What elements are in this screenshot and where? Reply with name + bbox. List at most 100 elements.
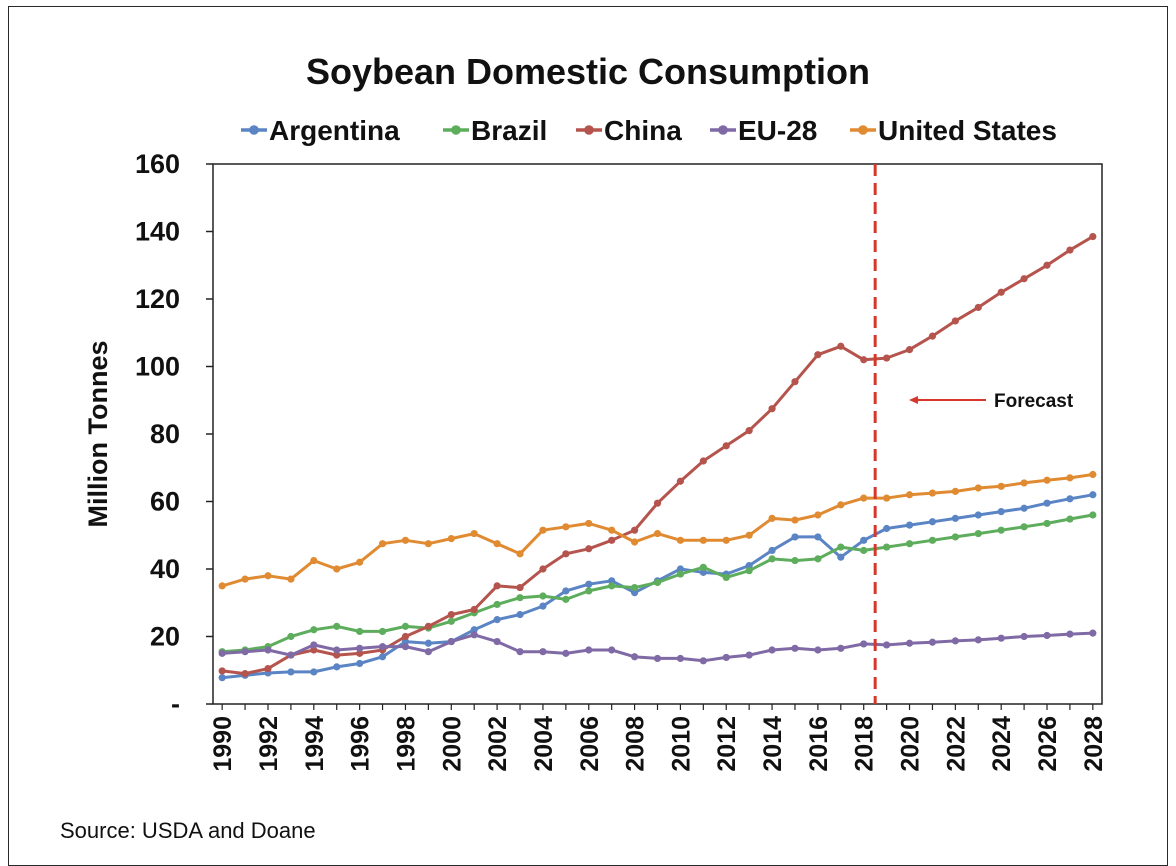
data-point: [997, 526, 1005, 534]
data-point: [585, 580, 593, 588]
forecast-arrow-head: [909, 396, 918, 404]
forecast-label: Forecast: [994, 391, 1074, 412]
data-point: [974, 484, 982, 492]
data-point: [447, 617, 455, 625]
x-tick-label: 2004: [530, 716, 558, 772]
data-point: [630, 583, 639, 592]
data-point: [997, 482, 1005, 490]
data-point: [356, 558, 364, 566]
data-point: [447, 610, 455, 619]
data-point: [791, 378, 799, 386]
x-tick-label: 2014: [759, 716, 787, 772]
data-point: [722, 536, 730, 544]
data-point: [333, 622, 341, 630]
y-tick-label: 160: [135, 149, 180, 179]
legend: Argentina Brazil China EU-28 United States: [241, 115, 1057, 146]
legend-item: China: [576, 115, 682, 146]
data-point: [883, 524, 891, 533]
y-axis-label: Million Tonnes: [83, 341, 113, 528]
data-point: [1043, 631, 1051, 640]
data-point: [653, 654, 662, 663]
data-point: [1089, 511, 1097, 519]
data-point: [997, 634, 1005, 642]
data-point: [310, 646, 318, 654]
data-point: [974, 303, 982, 312]
data-point: [333, 565, 341, 573]
data-point: [585, 545, 593, 553]
data-point: [585, 587, 593, 595]
data-point: [1066, 246, 1074, 254]
data-point: [287, 632, 295, 641]
data-point: [424, 540, 432, 548]
y-tick-label: 40: [150, 554, 180, 584]
data-point: [1089, 232, 1097, 241]
data-point: [516, 610, 524, 619]
data-point: [608, 577, 616, 585]
data-point: [905, 639, 914, 647]
data-point: [883, 354, 891, 362]
data-point: [539, 565, 547, 573]
data-point: [378, 653, 387, 661]
data-point: [1066, 515, 1074, 523]
data-point: [745, 651, 753, 659]
data-point: [401, 536, 410, 544]
data-point: [378, 540, 387, 548]
data-point: [608, 646, 616, 654]
legend-item: Argentina: [241, 115, 400, 146]
data-point: [493, 616, 501, 624]
x-tick-label: 2018: [851, 716, 879, 772]
data-point: [539, 602, 547, 610]
data-point: [951, 514, 959, 522]
data-point: [378, 627, 387, 636]
data-point: [928, 638, 937, 646]
data-point: [1066, 495, 1074, 503]
series-line: [222, 235, 1094, 676]
y-tick-label: 120: [135, 284, 180, 314]
plot-area: [212, 163, 1103, 705]
x-tick-label: 1992: [255, 716, 283, 772]
data-point: [768, 405, 776, 413]
data-point: [562, 523, 570, 531]
data-point: [310, 626, 318, 634]
y-tick-label: -: [171, 689, 180, 719]
data-point: [974, 529, 982, 538]
data-point: [539, 592, 547, 600]
data-point: [860, 356, 868, 364]
data-point: [356, 627, 364, 636]
data-point: [1043, 499, 1051, 507]
x-tick-label: 2008: [622, 716, 650, 772]
chart-title: Soybean Domestic Consumption: [306, 51, 870, 92]
data-point: [218, 649, 226, 657]
data-point: [1089, 629, 1097, 637]
y-tick-label: 100: [135, 352, 180, 382]
x-tick-label: 2006: [576, 716, 604, 772]
data-point: [905, 521, 914, 529]
data-point: [928, 489, 937, 497]
data-point: [516, 583, 524, 592]
source-note: Source: USDA and Doane: [60, 818, 316, 843]
x-tick-label: 1998: [392, 716, 420, 772]
data-point: [1020, 275, 1028, 283]
x-axis: 1990 1992 1994 1996 1998 2000 2002 2004 2006 2008…: [209, 704, 1108, 772]
series-layer: [218, 232, 1097, 682]
data-point: [860, 546, 868, 555]
data-point: [333, 651, 341, 659]
data-point: [814, 555, 822, 563]
legend-item: EU-28: [710, 115, 817, 146]
data-point: [218, 674, 226, 682]
data-point: [745, 567, 753, 575]
data-point: [630, 653, 639, 661]
data-point: [814, 351, 822, 359]
data-point: [722, 573, 730, 582]
series-united-states: [218, 470, 1097, 590]
data-point: [974, 511, 982, 519]
data-point: [287, 575, 295, 583]
data-point: [768, 546, 776, 555]
data-point: [608, 536, 616, 544]
data-point: [539, 648, 547, 656]
y-tick-label: 60: [150, 487, 180, 517]
data-point: [974, 636, 982, 644]
data-point: [310, 556, 318, 565]
data-point: [539, 526, 547, 534]
data-point: [470, 631, 478, 639]
